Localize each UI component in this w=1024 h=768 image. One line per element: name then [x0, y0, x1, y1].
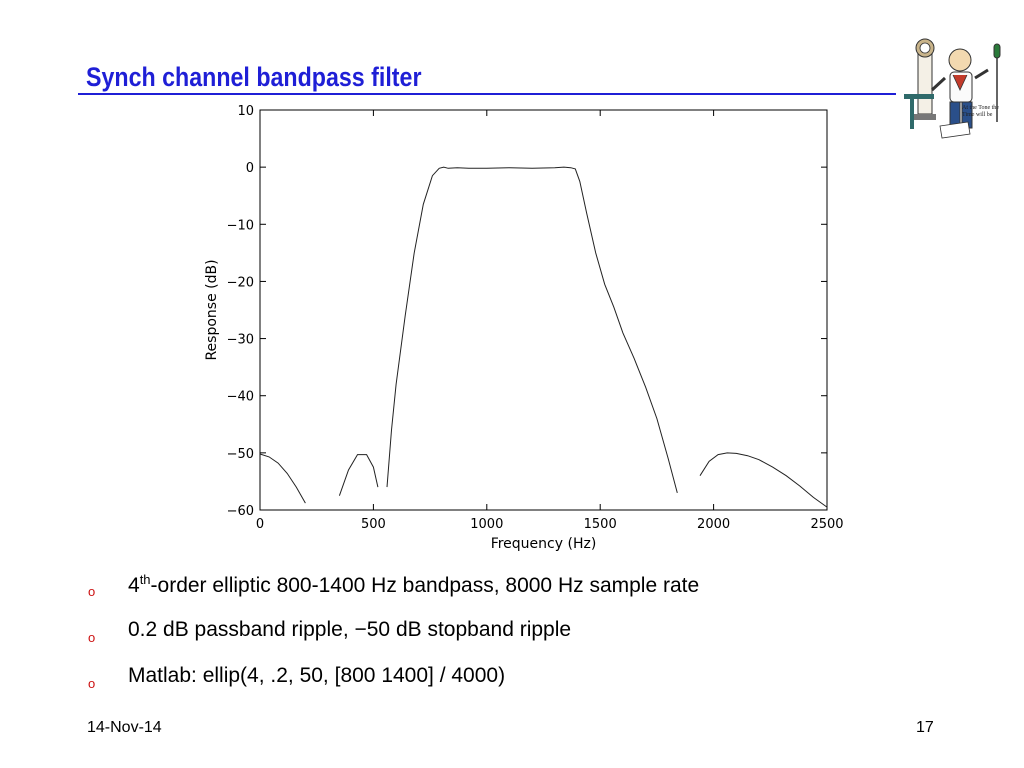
x-tick-label: 2000	[697, 517, 730, 532]
bullet-text: 4th-order elliptic 800-1400 Hz bandpass,…	[128, 572, 700, 597]
bullet-text: 0.2 dB passband ripple, −50 dB stopband …	[128, 618, 572, 641]
x-tick-label: 1000	[470, 517, 503, 532]
bullet-marker: o	[88, 584, 96, 599]
x-tick-label: 0	[256, 517, 264, 532]
footer-date: 14-Nov-14	[87, 719, 162, 736]
y-tick-label: −40	[227, 390, 254, 405]
y-tick-label: −60	[227, 504, 254, 519]
plot-frame	[259, 109, 828, 511]
x-tick-label: 1500	[584, 517, 617, 532]
y-tick-label: −20	[227, 275, 254, 290]
bullet-marker: o	[88, 630, 96, 645]
slide-title: Synch channel bandpass filter	[86, 62, 422, 92]
response-curve	[259, 166, 828, 508]
bullet-text: Matlab: ellip(4, .2, 50, [800 1400] / 40…	[128, 664, 506, 687]
y-tick-label: 10	[237, 104, 254, 119]
x-tick-label: 500	[361, 517, 386, 532]
y-tick-label: −30	[227, 333, 254, 348]
svg-text:At the Tone the: At the Tone the	[962, 105, 999, 111]
list-item: o 0.2 dB passband ripple, −50 dB stopban…	[88, 616, 988, 662]
list-item: o 4th-order elliptic 800-1400 Hz bandpas…	[88, 570, 988, 616]
svg-text:Time will be: Time will be	[962, 112, 993, 118]
clock-cartoon-icon: At the Tone the Time will be	[904, 38, 1001, 139]
bullet-list: o 4th-order elliptic 800-1400 Hz bandpas…	[88, 570, 988, 708]
y-tick-label: 0	[246, 161, 254, 176]
y-tick-label: −50	[227, 447, 254, 462]
list-item: o Matlab: ellip(4, .2, 50, [800 1400] / …	[88, 662, 988, 708]
frequency-response-chart: 0 500 1000 1500 2000 2500 10 0 −10 −20 −30 −40 −50 −6…	[204, 104, 844, 552]
y-axis-label: Response (dB)	[204, 259, 220, 360]
x-axis-label: Frequency (Hz)	[491, 536, 597, 552]
y-tick-label: −10	[227, 218, 254, 233]
page-number: 17	[916, 719, 934, 736]
x-tick-label: 2500	[810, 517, 843, 532]
title-underline	[78, 93, 896, 95]
bullet-marker: o	[88, 676, 96, 691]
